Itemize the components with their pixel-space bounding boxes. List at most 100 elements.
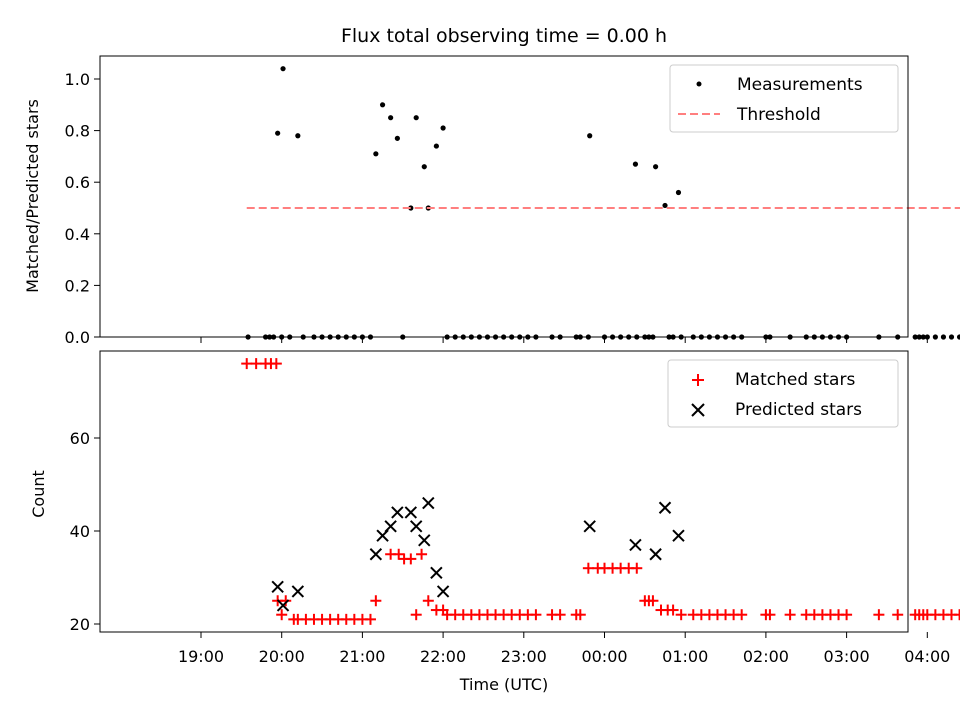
measurement-point	[413, 115, 419, 121]
bottom-xlabel: Time (UTC)	[459, 675, 548, 694]
top-ytick-label: 0.0	[65, 328, 90, 347]
chart-title: Flux total observing time = 0.00 h	[341, 25, 667, 47]
bottom-xtick-label: 22:00	[420, 647, 466, 666]
measurement-point	[948, 334, 955, 340]
bottom-xtick-label: 03:00	[824, 647, 870, 666]
top-ytick-label: 1.0	[65, 70, 90, 89]
measurement-point	[408, 205, 414, 211]
measurement-point	[932, 334, 938, 340]
predicted-star-point	[418, 534, 431, 547]
top-ytick-label: 0.2	[65, 276, 90, 295]
top-axes-frame	[99, 55, 909, 338]
matched-star-point	[270, 358, 282, 370]
matched-star-point	[582, 562, 594, 574]
bottom-legend: Matched stars Predicted stars	[667, 359, 899, 428]
bottom-xtick-label: 01:00	[662, 647, 708, 666]
matched-star-point	[370, 595, 382, 607]
matched-star-point	[954, 609, 960, 621]
measurement-point	[940, 334, 947, 340]
matched-star-point	[364, 613, 376, 625]
predicted-star-point	[583, 520, 596, 533]
bottom-xtick-label: 19:00	[178, 647, 224, 666]
bottom-ylabel: Count	[29, 470, 48, 518]
top-ytick-label: 0.6	[65, 173, 90, 192]
measurement-point	[394, 135, 400, 141]
measurement-point	[912, 334, 918, 340]
bottom-xtick-label: 23:00	[501, 647, 547, 666]
predicted-star-point	[369, 548, 383, 561]
matched-star-point	[873, 609, 885, 621]
bottom-legend-box	[667, 359, 899, 428]
matched-star-point	[841, 609, 853, 621]
bottom-panel: Count Time (UTC) 20 40 60 19:00 20:00 21:00 22…	[29, 350, 960, 694]
predicted-star-point	[391, 506, 404, 519]
measurement-point	[280, 66, 286, 72]
legend-measurements-label: Measurements	[737, 75, 863, 95]
legend-predicted-marker	[691, 403, 705, 417]
matched-star-point	[647, 595, 659, 607]
top-ytick-label: 0.4	[65, 225, 90, 244]
matched-star-point	[422, 595, 434, 607]
matched-star-point	[276, 609, 288, 621]
bottom-xtick-label: 04:00	[904, 647, 950, 666]
measurement-point	[924, 334, 930, 340]
bottom-plot-area	[241, 358, 960, 625]
predicted-star-point	[404, 506, 418, 519]
top-ytick-label: 0.8	[65, 122, 90, 141]
bottom-xtick-label: 02:00	[743, 647, 789, 666]
legend-measurements-marker	[696, 81, 702, 87]
bottom-axes-frame	[99, 350, 909, 633]
legend-threshold-label: Threshold	[736, 105, 821, 125]
measurement-point	[421, 164, 427, 170]
measurement-point	[440, 125, 446, 131]
matched-star-point	[667, 604, 679, 616]
top-legend-box	[669, 64, 899, 133]
matched-star-point	[675, 609, 687, 621]
measurement-point	[388, 115, 394, 121]
predicted-star-point	[430, 566, 443, 580]
measurement-point	[662, 202, 668, 209]
predicted-star-point	[271, 580, 284, 594]
top-panel: Flux total observing time = 0.00 h Match…	[23, 25, 960, 347]
predicted-star-point	[436, 585, 450, 598]
legend-matched-label: Matched stars	[735, 370, 855, 390]
matched-star-point	[574, 609, 586, 621]
legend-predicted-label: Predicted stars	[735, 400, 862, 420]
predicted-star-point	[291, 585, 305, 598]
matched-star-point	[410, 609, 422, 621]
legend-matched-marker	[692, 374, 704, 386]
bottom-ytick-label: 60	[70, 429, 90, 448]
matched-star-point	[405, 553, 417, 565]
bottom-xtick-label: 20:00	[259, 647, 305, 666]
measurement-point	[275, 130, 281, 136]
matched-star-point	[764, 609, 776, 621]
matched-star-point	[631, 562, 643, 574]
bottom-xtick-label: 00:00	[581, 647, 627, 666]
measurement-point	[632, 161, 639, 167]
top-ylabel: Matched/Predicted stars	[23, 99, 42, 293]
matched-star-point	[250, 358, 262, 370]
measurement-point	[956, 334, 960, 340]
measurement-point	[433, 143, 439, 149]
measurement-point	[920, 334, 926, 340]
measurement-point	[587, 133, 593, 139]
measurement-point	[373, 151, 379, 157]
bottom-ytick-label: 40	[70, 522, 90, 541]
predicted-star-point	[672, 529, 685, 542]
matched-star-point	[530, 609, 542, 621]
matched-star-point	[241, 358, 253, 370]
predicted-star-point	[658, 501, 672, 514]
predicted-star-point	[409, 520, 423, 533]
matched-star-point	[416, 548, 428, 560]
measurement-point	[916, 334, 922, 340]
matched-star-point	[736, 609, 748, 621]
predicted-star-point	[276, 599, 290, 612]
predicted-star-point	[649, 548, 662, 561]
top-legend: Measurements Threshold	[669, 64, 899, 133]
predicted-star-point	[629, 538, 642, 552]
bottom-axes-ticks: 20 40 60 19:00 20:00 21:00 22:00 23:00 00:00 01:0…	[70, 429, 951, 666]
matched-star-point	[280, 595, 292, 607]
predicted-star-point	[384, 520, 397, 533]
predicted-star-point	[422, 496, 435, 510]
